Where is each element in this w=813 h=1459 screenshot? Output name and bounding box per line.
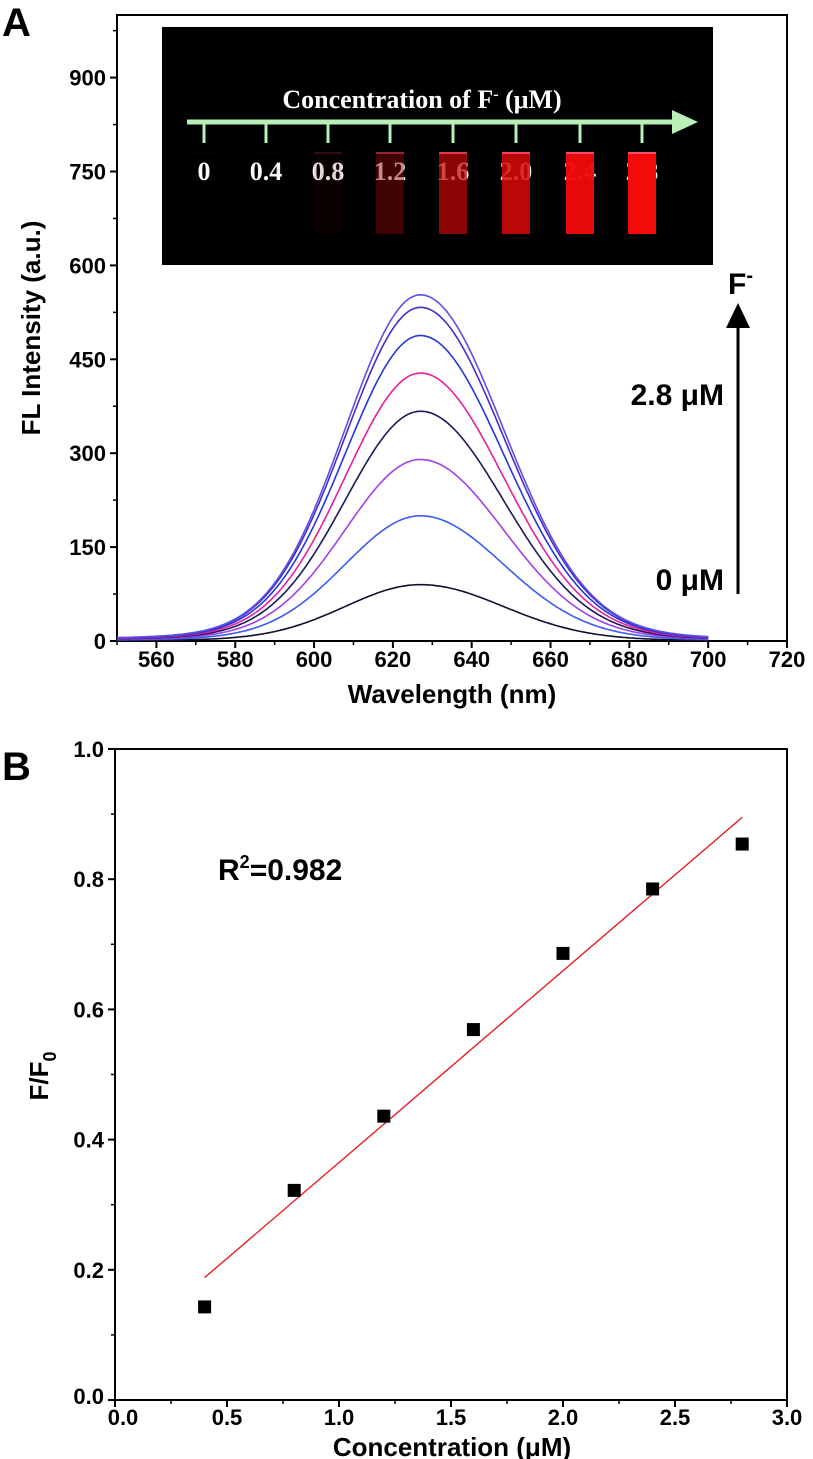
x-tick-label: 1.0	[324, 1405, 355, 1430]
inset-tick-label: 0	[198, 157, 211, 186]
y-tick-label: 900	[69, 66, 106, 91]
panel-a-plot: 560 580 600 620 640 660 680 700 720 0 150 300 450 600…	[69, 14, 806, 672]
spectrum-line	[117, 334, 709, 639]
data-point	[646, 882, 660, 896]
y-tick-label: 0.2	[73, 1258, 104, 1283]
x-tick-label: 680	[611, 647, 648, 672]
y-tick-label: 300	[69, 441, 106, 466]
sample-vial	[252, 152, 280, 234]
sample-vial	[376, 152, 404, 234]
x-tick-label: 660	[532, 647, 569, 672]
spectrum-line	[116, 372, 709, 640]
sample-vial	[439, 152, 467, 234]
inset-tick-label: 1.2	[374, 157, 407, 186]
y-tick-label: 0.4	[73, 1128, 104, 1153]
y-tick-label: 0.0	[73, 1384, 104, 1409]
x-tick-label: 640	[453, 647, 490, 672]
f-arrow-annotation: F- 2.8 μM 0 μM	[631, 265, 753, 597]
sample-vial	[628, 152, 656, 234]
label-bottom-concentration: 0 μM	[656, 564, 724, 597]
panel-a-frame	[116, 14, 788, 642]
y-tick-label: 600	[69, 253, 106, 278]
r-squared-annotation: R2=0.982	[218, 852, 342, 887]
y-tick-label: 0.6	[73, 997, 104, 1022]
panel-b-ylabel: F/F0	[24, 1051, 60, 1100]
panel-a-xlabel: Wavelength (nm)	[348, 679, 556, 709]
y-tick-label: 150	[69, 535, 106, 560]
spectrum-line	[117, 515, 709, 641]
data-point	[466, 1023, 480, 1037]
y-tick-label: 0	[94, 629, 106, 654]
inset-background	[162, 27, 713, 265]
x-tick-label: 620	[375, 647, 412, 672]
x-tick-label: 700	[690, 647, 727, 672]
y-tick-label: 0.8	[73, 867, 104, 892]
sample-vial	[314, 152, 342, 234]
sample-vial	[502, 152, 530, 234]
sample-vial	[190, 152, 218, 234]
data-point	[556, 946, 570, 960]
spectrum-line	[117, 583, 709, 642]
y-tick-label: 750	[69, 160, 106, 185]
y-tick-label: 1.0	[73, 737, 104, 762]
label-top-concentration: 2.8 μM	[631, 379, 724, 412]
x-tick-label: 0.5	[212, 1405, 243, 1430]
spectrum-line	[117, 458, 709, 640]
increase-arrow-head	[726, 303, 750, 328]
y-tick-label: 450	[69, 347, 106, 372]
x-tick-label: 600	[296, 647, 333, 672]
spectrum-line	[117, 410, 709, 640]
x-tick-label: 0.0	[108, 1405, 139, 1430]
panel-b-plot: 0.0 0.5 1.0 1.5 2.0 2.5 3.0 0.0 0.2 0.4 0.6 0.8 1.0	[73, 737, 802, 1430]
x-tick-label: 580	[217, 647, 254, 672]
inset-title: Concentration of F- (μM)	[282, 85, 561, 114]
data-point	[735, 837, 749, 851]
inset-tick-label: 0.8	[312, 157, 345, 186]
x-tick-label: 2.0	[548, 1405, 579, 1430]
inset-photo: Concentration of F- (μM) 00.40.81.21.62.…	[162, 27, 713, 265]
panel-a-label: A	[2, 1, 31, 45]
data-point	[287, 1183, 301, 1197]
inset-tick-label: 0.4	[250, 157, 283, 186]
sample-vial	[566, 152, 594, 234]
spectrum-line	[117, 306, 709, 639]
spectrum-line	[117, 293, 709, 639]
panel-b-xlabel: Concentration (μM)	[333, 1432, 571, 1459]
panel-b-label: B	[2, 745, 31, 789]
x-tick-label: 560	[138, 647, 175, 672]
x-tick-label: 1.5	[436, 1405, 467, 1430]
x-tick-label: 720	[769, 647, 806, 672]
data-point	[198, 1300, 212, 1314]
inset-arrow-head	[672, 110, 698, 134]
panel-b-frame	[114, 748, 788, 1401]
x-tick-label: 3.0	[772, 1405, 803, 1430]
panel-a-ylabel: FL Intensity (a.u.)	[16, 221, 46, 436]
x-tick-label: 2.5	[660, 1405, 691, 1430]
arrow-label-f: F-	[728, 265, 753, 301]
data-point	[377, 1109, 391, 1123]
